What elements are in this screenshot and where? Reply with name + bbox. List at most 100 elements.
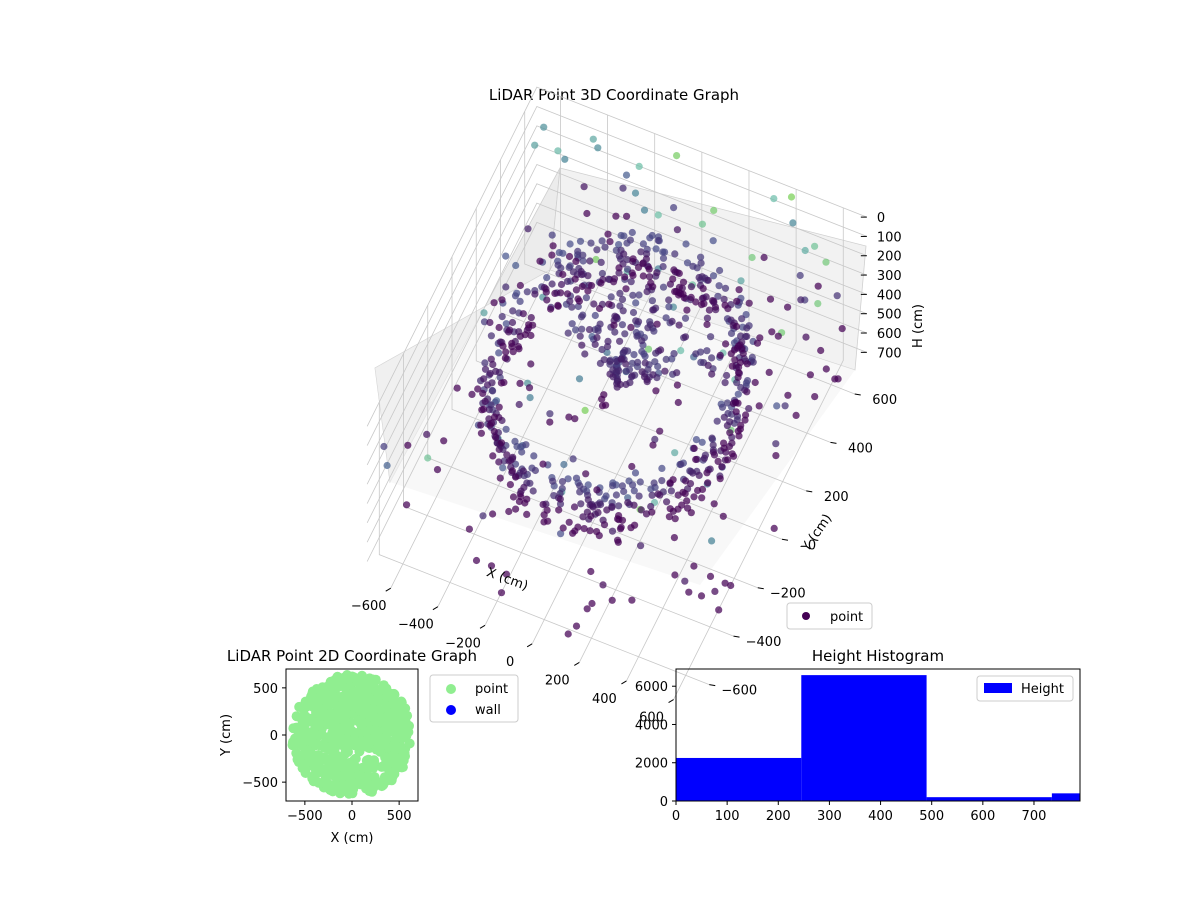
scatter-point-3d (516, 379, 524, 387)
scatter-point-2d (333, 713, 344, 724)
scatter-point-3d (495, 323, 503, 332)
grid-line-y (500, 159, 831, 443)
scatter-point-3d (620, 232, 628, 240)
scatter-point-3d (489, 452, 497, 460)
scatter-point-3d (557, 530, 565, 538)
histogram-legend-label: Height (1021, 682, 1064, 697)
x-axis-3d: −600 −400 −200 0 200 400 600 (351, 587, 674, 726)
scatter-point-3d (654, 490, 662, 498)
scatter-point-3d (755, 402, 763, 410)
scatter-point-3d (487, 355, 495, 363)
scatter-point-2d (294, 701, 305, 712)
scatter-point-3d (649, 371, 657, 379)
scatter-point-3d (609, 482, 617, 490)
scatter-point-3d (586, 257, 594, 265)
scatter-point-3d (542, 288, 550, 296)
scatter-point-3d (472, 556, 481, 565)
scatter-point-3d (670, 534, 679, 542)
scatter-point-3d (584, 287, 592, 295)
scatter-point-3d (687, 293, 695, 301)
y-tick-label-3d: 600 (872, 393, 897, 408)
scatter-point-3d (637, 506, 645, 514)
scatter-point-2d (326, 741, 337, 752)
scatter-point-3d (628, 372, 636, 380)
scatter-point-2d (338, 697, 349, 708)
scatter-point-3d (811, 393, 819, 401)
scatter-point-2d (349, 740, 360, 751)
scatter-point-3d (609, 366, 617, 374)
scatter-point-3d (708, 434, 716, 442)
scatter-point-2d (344, 718, 355, 729)
scatter-point-3d (522, 441, 530, 449)
y-tick-3d (854, 393, 861, 396)
x-tick-label-2d: 500 (387, 809, 412, 824)
scatter-point-3d (486, 318, 494, 327)
x-axis-2d-label: X (cm) (331, 831, 374, 846)
scatter-point-3d (595, 304, 604, 313)
scatter-point-3d (671, 515, 679, 523)
scatter-point-3d (817, 346, 825, 355)
scatter-point-3d (505, 507, 513, 516)
scatter-point-3d (525, 321, 533, 329)
scatter-point-2d (350, 762, 361, 773)
scatter-point-3d (520, 483, 528, 491)
histogram-x-tick-label: 0 (672, 809, 680, 824)
scatter-point-3d (585, 326, 594, 334)
scatter-point-3d (512, 261, 520, 270)
z-tick-label-3d: 500 (877, 308, 902, 323)
scatter-point-3d (700, 454, 709, 462)
scatter-point-3d (516, 281, 525, 290)
scatter-point-3d (811, 242, 819, 250)
scatter-point-3d (612, 313, 620, 321)
scatter-point-3d (630, 487, 638, 495)
scatter-point-3d (628, 359, 636, 367)
scatter-point-2d (349, 728, 360, 738)
scatter-point-3d (509, 453, 517, 461)
scatter-point-3d (622, 171, 631, 179)
scatter-point-3d (637, 248, 645, 256)
scatter-point-3d (652, 245, 660, 253)
scatter-point-3d (605, 300, 613, 308)
scatter-point-3d (584, 481, 592, 489)
scatter-point-2d (371, 726, 382, 737)
scatter-point-2d (351, 702, 362, 713)
scatter-point-3d (503, 451, 511, 459)
scatter-point-3d (681, 333, 690, 341)
scatter-point-3d (496, 474, 504, 482)
scatter-point-3d (666, 505, 674, 513)
scatter-point-3d (699, 285, 707, 293)
scatter-point-3d (772, 452, 780, 460)
x-tick-3d (385, 587, 391, 592)
scatter-point-3d (716, 351, 724, 359)
z-tick-label-3d: 300 (877, 269, 902, 284)
grid-line-z (366, 105, 867, 446)
scatter-point-3d (814, 300, 822, 308)
scatter-point-3d (616, 525, 625, 533)
scatter-point-2d (364, 786, 375, 797)
scatter-point-2d (326, 731, 337, 742)
scatter-point-2d (306, 749, 317, 760)
scatter-point-3d (620, 250, 628, 258)
scatter-point-3d (587, 512, 595, 520)
height-histogram: Height Histogram 0 100 200 300 400 500 600 700 … (635, 647, 1081, 824)
scatter-point-3d (531, 141, 539, 149)
scatter-point-3d (614, 536, 622, 544)
scatter-point-3d (559, 249, 567, 257)
scatter-point-3d (784, 391, 792, 399)
histogram-y-tick-label: 2000 (635, 757, 668, 772)
scatter-point-3d (492, 367, 500, 375)
scatter-point-3d (833, 292, 841, 300)
scatter-point-3d (626, 236, 635, 244)
scatter-point-3d (735, 432, 743, 440)
scatter-point-3d (515, 345, 523, 353)
scatter-point-3d (583, 209, 591, 218)
scatter-point-3d (770, 195, 778, 203)
scatter-point-3d (624, 499, 632, 507)
scatter-point-3d (716, 475, 724, 483)
x-tick-3d (668, 699, 674, 703)
z-axis-3d: 0 100 200 300 400 500 600 700 (860, 211, 902, 361)
scatter-point-3d (733, 322, 741, 331)
y-tick-label-3d: −600 (721, 684, 757, 699)
scatter-point-3d (838, 325, 846, 333)
scatter-point-3d (629, 308, 638, 317)
